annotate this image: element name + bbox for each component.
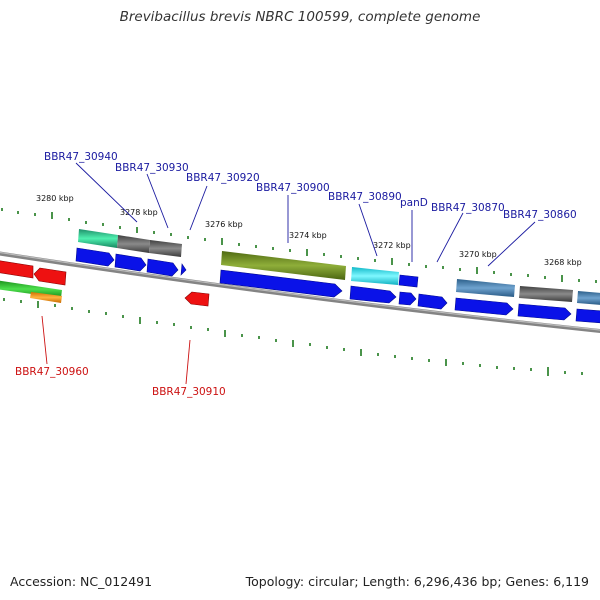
gene-arrow-30920[interactable] — [180, 263, 187, 276]
kbp-label-3268: 3268 kbp — [544, 258, 582, 267]
gene-label-30910: BBR47_30910 — [152, 386, 226, 398]
gene-arrow-30860[interactable] — [517, 303, 572, 321]
kbp-label-3280: 3280 kbp — [36, 194, 74, 203]
outer-tick-row — [1, 208, 597, 283]
gene-label-30930: BBR47_30930 — [115, 162, 189, 174]
accession-text: Accession: NC_012491 — [10, 574, 153, 589]
kbp-label-3278: 3278 kbp — [120, 208, 158, 217]
genome-summary-text: Topology: circular; Length: 6,296,436 bp… — [245, 574, 589, 589]
kbp-label-3270: 3270 kbp — [459, 250, 497, 259]
map-title: Brevibacillus brevis NBRC 100599, comple… — [119, 9, 481, 25]
kbp-label-3272: 3272 kbp — [373, 241, 411, 250]
gene-arrow-30960[interactable] — [33, 267, 67, 286]
gene-arrow-30930[interactable] — [114, 253, 147, 272]
gene-arrow-30940[interactable] — [75, 247, 115, 267]
gene-arrow-30890[interactable] — [349, 285, 397, 304]
gene-arrow-30850[interactable] — [575, 308, 600, 324]
gene-label-30890: BBR47_30890 — [328, 191, 402, 203]
gene-arrow-30900[interactable] — [219, 269, 343, 298]
cog-bar-gray-1 — [117, 235, 150, 253]
kbp-label-3276: 3276 kbp — [205, 220, 243, 229]
gene-arrow-30910[interactable] — [184, 291, 210, 307]
gene-label-30940: BBR47_30940 — [44, 151, 118, 163]
reverse-genes — [0, 260, 210, 307]
cog-bar-olive — [221, 251, 346, 280]
cog-bar-gray-3 — [519, 286, 573, 302]
kbp-label-3274: 3274 kbp — [289, 231, 327, 240]
gene-label-30920: BBR47_30920 — [186, 172, 260, 184]
cog-bars — [0, 229, 600, 305]
cog-bar-gray-2 — [149, 240, 182, 257]
gene-arrow-30925[interactable] — [146, 258, 179, 277]
leader-lines — [41, 162, 536, 385]
cog-bar-steel-2 — [577, 291, 600, 305]
cog-bar-green — [0, 280, 62, 298]
forward-genes — [75, 247, 600, 324]
gene-label-30870: BBR47_30870 — [431, 202, 505, 214]
genome-backbone — [0, 251, 600, 333]
gene-label-30960: BBR47_30960 — [15, 366, 89, 378]
inner-tick-row — [3, 298, 583, 376]
gene-arrow-pand[interactable] — [398, 274, 419, 288]
cog-bar-teal — [78, 229, 118, 248]
gene-arrow-30875[interactable] — [417, 293, 448, 310]
gene-label-30860: BBR47_30860 — [503, 209, 577, 221]
cog-bar-orange — [30, 292, 62, 303]
cog-bar-steel-1 — [456, 279, 515, 297]
gene-label-30900: BBR47_30900 — [256, 182, 330, 194]
gene-label-pand: panD — [400, 197, 428, 209]
gene-arrow-30870[interactable] — [454, 297, 514, 316]
cog-bar-cyan — [351, 267, 399, 285]
gene-arrow-30880[interactable] — [398, 291, 417, 306]
gene-arrow-30970[interactable] — [0, 260, 34, 279]
